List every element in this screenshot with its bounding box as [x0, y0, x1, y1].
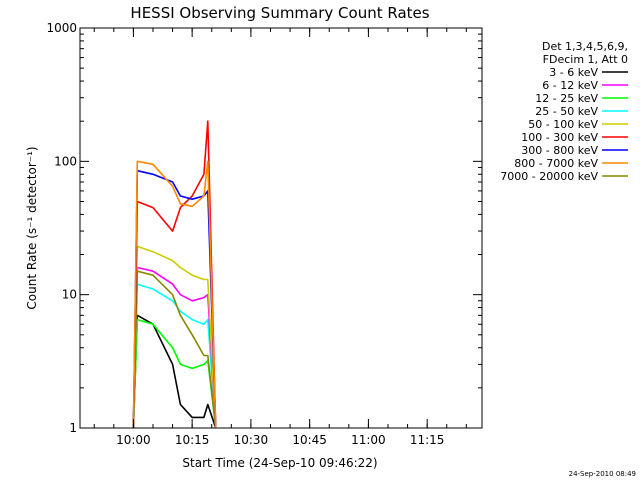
legend-entry-label: 12 - 25 keV: [535, 92, 598, 105]
series-line-12_25keV: [132, 318, 217, 429]
x-tick-label: 10:30: [234, 433, 269, 447]
legend-entry-label: 300 - 800 keV: [521, 144, 598, 157]
legend-header-line: FDecim 1, Att 0: [543, 53, 628, 66]
legend-entry-label: 3 - 6 keV: [549, 66, 598, 79]
y-tick-label: 1000: [46, 21, 77, 35]
legend-entry-label: 100 - 300 keV: [521, 131, 598, 144]
x-tick-label: 10:00: [116, 433, 151, 447]
legend-entry-label: 50 - 100 keV: [528, 118, 598, 131]
plot-area: [132, 120, 217, 429]
series-line-100_300keV: [132, 120, 217, 429]
axes: 1 10 100 1000 10:00 10:15 10:30 10:45 11:00 11:15: [46, 21, 483, 447]
series-line-6_12keV: [132, 266, 217, 429]
legend-entry-label: 25 - 50 keV: [535, 105, 598, 118]
series-line-300_800keV: [132, 169, 217, 429]
x-axis-label: Start Time (24-Sep-10 09:46:22): [182, 456, 377, 470]
series-line-50_100keV: [132, 245, 217, 429]
generation-timestamp: 24-Sep-2010 08:49: [569, 470, 636, 478]
x-tick-label: 10:15: [175, 433, 210, 447]
plot-frame: [79, 27, 483, 429]
series-line-7000_20000keV: [132, 270, 217, 429]
y-axis-label: Count Rate (s⁻¹ detector⁻¹): [25, 146, 39, 309]
y-tick-label: 10: [62, 288, 77, 302]
x-tick-label: 11:00: [351, 433, 386, 447]
x-tick-label: 11:15: [410, 433, 445, 447]
legend-header-line: Det 1,3,4,5,6,9,: [542, 40, 628, 53]
y-tick-label: 100: [54, 154, 77, 168]
legend: Det 1,3,4,5,6,9,FDecim 1, Att 03 - 6 keV…: [500, 40, 628, 183]
series-line-3_6keV: [132, 314, 217, 429]
x-tick-label: 10:45: [292, 433, 327, 447]
legend-entry-label: 6 - 12 keV: [542, 79, 598, 92]
series-line-25_50keV: [132, 283, 217, 429]
y-tick-label: 1: [69, 421, 77, 435]
chart-title: HESSI Observing Summary Count Rates: [130, 4, 429, 22]
legend-entry-label: 800 - 7000 keV: [514, 157, 598, 170]
legend-entry-label: 7000 - 20000 keV: [500, 170, 598, 183]
series-line-800_7000keV: [132, 160, 217, 429]
